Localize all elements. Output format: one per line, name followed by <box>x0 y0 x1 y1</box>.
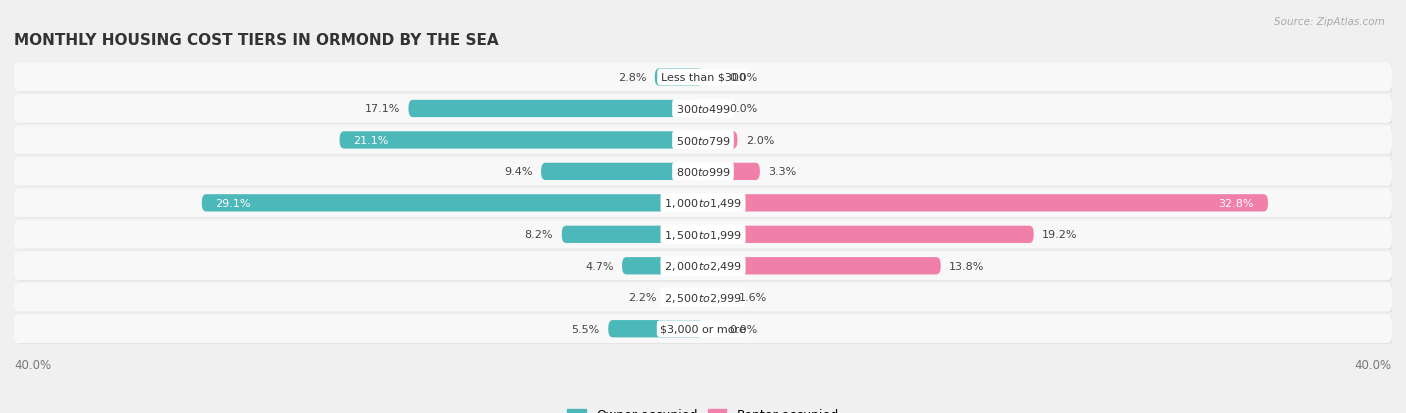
FancyBboxPatch shape <box>703 163 759 180</box>
Text: 2.0%: 2.0% <box>747 135 775 145</box>
Text: $1,000 to $1,499: $1,000 to $1,499 <box>664 197 742 210</box>
FancyBboxPatch shape <box>17 127 1395 156</box>
Text: 40.0%: 40.0% <box>14 358 51 371</box>
Text: Less than $300: Less than $300 <box>661 73 745 83</box>
FancyBboxPatch shape <box>703 132 738 149</box>
Text: 3.3%: 3.3% <box>769 167 797 177</box>
Text: $2,500 to $2,999: $2,500 to $2,999 <box>664 291 742 304</box>
FancyBboxPatch shape <box>703 226 1033 243</box>
FancyBboxPatch shape <box>14 126 1392 155</box>
FancyBboxPatch shape <box>17 221 1395 250</box>
Text: 1.6%: 1.6% <box>740 292 768 302</box>
FancyBboxPatch shape <box>14 64 1392 92</box>
Text: MONTHLY HOUSING COST TIERS IN ORMOND BY THE SEA: MONTHLY HOUSING COST TIERS IN ORMOND BY … <box>14 33 499 48</box>
Text: $3,000 or more: $3,000 or more <box>661 324 745 334</box>
Text: 0.0%: 0.0% <box>728 73 756 83</box>
FancyBboxPatch shape <box>665 289 703 306</box>
Legend: Owner-occupied, Renter-occupied: Owner-occupied, Renter-occupied <box>562 404 844 413</box>
FancyBboxPatch shape <box>14 158 1392 186</box>
FancyBboxPatch shape <box>703 289 731 306</box>
Text: Source: ZipAtlas.com: Source: ZipAtlas.com <box>1274 17 1385 26</box>
Text: 13.8%: 13.8% <box>949 261 984 271</box>
Text: $300 to $499: $300 to $499 <box>675 103 731 115</box>
Text: 0.0%: 0.0% <box>728 104 756 114</box>
Text: 40.0%: 40.0% <box>1355 358 1392 371</box>
Text: 2.8%: 2.8% <box>617 73 647 83</box>
Text: 5.5%: 5.5% <box>571 324 599 334</box>
Text: 19.2%: 19.2% <box>1042 230 1078 240</box>
FancyBboxPatch shape <box>703 195 1268 212</box>
FancyBboxPatch shape <box>14 252 1392 280</box>
FancyBboxPatch shape <box>14 221 1392 249</box>
FancyBboxPatch shape <box>17 96 1395 124</box>
FancyBboxPatch shape <box>17 64 1395 93</box>
FancyBboxPatch shape <box>14 189 1392 218</box>
FancyBboxPatch shape <box>17 316 1395 344</box>
FancyBboxPatch shape <box>14 283 1392 312</box>
Text: $500 to $799: $500 to $799 <box>675 135 731 147</box>
Text: $1,500 to $1,999: $1,500 to $1,999 <box>664 228 742 241</box>
Text: 21.1%: 21.1% <box>353 135 388 145</box>
FancyBboxPatch shape <box>17 284 1395 313</box>
FancyBboxPatch shape <box>609 320 703 337</box>
FancyBboxPatch shape <box>17 253 1395 281</box>
Text: 8.2%: 8.2% <box>524 230 553 240</box>
Text: 32.8%: 32.8% <box>1219 198 1254 208</box>
Text: 4.7%: 4.7% <box>585 261 613 271</box>
FancyBboxPatch shape <box>655 69 703 86</box>
Text: 2.2%: 2.2% <box>628 292 657 302</box>
FancyBboxPatch shape <box>409 101 703 118</box>
FancyBboxPatch shape <box>14 95 1392 123</box>
FancyBboxPatch shape <box>340 132 703 149</box>
Text: 9.4%: 9.4% <box>503 167 533 177</box>
Text: 0.0%: 0.0% <box>728 324 756 334</box>
FancyBboxPatch shape <box>562 226 703 243</box>
Text: $2,000 to $2,499: $2,000 to $2,499 <box>664 260 742 273</box>
FancyBboxPatch shape <box>621 258 703 275</box>
Text: 29.1%: 29.1% <box>215 198 252 208</box>
FancyBboxPatch shape <box>14 315 1392 343</box>
FancyBboxPatch shape <box>17 159 1395 187</box>
Text: $800 to $999: $800 to $999 <box>675 166 731 178</box>
FancyBboxPatch shape <box>541 163 703 180</box>
FancyBboxPatch shape <box>202 195 703 212</box>
Text: 17.1%: 17.1% <box>364 104 399 114</box>
FancyBboxPatch shape <box>703 258 941 275</box>
FancyBboxPatch shape <box>17 190 1395 218</box>
